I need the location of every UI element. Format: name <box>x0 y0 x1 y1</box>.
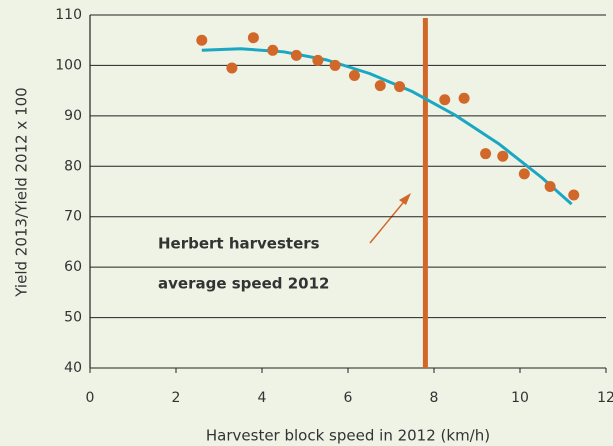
annotation: Herbert harvesters <box>158 235 320 253</box>
point <box>394 81 406 93</box>
x-axis-label: Harvester block speed in 2012 (km/h) <box>206 427 490 445</box>
point <box>439 94 451 106</box>
point <box>290 49 302 61</box>
x-tick-label: 0 <box>86 390 95 406</box>
point <box>329 59 341 71</box>
point <box>267 44 279 56</box>
y-tick-label: 100 <box>55 57 82 73</box>
x-tick-label: 4 <box>258 390 267 406</box>
point <box>568 189 580 201</box>
point <box>458 92 470 104</box>
point <box>348 70 360 82</box>
annotation: average speed 2012 <box>158 275 329 293</box>
trend-line <box>201 47 573 206</box>
point <box>518 168 530 180</box>
point <box>196 34 208 46</box>
arrow-head <box>399 193 411 205</box>
annotation-arrow <box>369 197 408 244</box>
point <box>247 32 259 44</box>
y-tick-label: 50 <box>64 310 82 326</box>
point <box>226 62 238 74</box>
point <box>497 150 509 162</box>
x-tick-label: 10 <box>511 390 529 406</box>
y-axis-label: Yield 2013/Yield 2012 x 100 <box>13 87 31 297</box>
point <box>480 148 492 160</box>
y-tick-label: 110 <box>55 7 82 23</box>
point <box>374 80 386 92</box>
point <box>312 54 324 66</box>
x-tick-label: 6 <box>344 390 353 406</box>
point <box>544 180 556 192</box>
x-tick-label: 12 <box>597 390 613 406</box>
y-tick-label: 80 <box>64 158 82 174</box>
x-tick-label: 8 <box>430 390 439 406</box>
y-tick-label: 40 <box>64 360 82 376</box>
y-tick-label: 70 <box>64 209 82 225</box>
x-tick-label: 2 <box>172 390 181 406</box>
y-tick-label: 90 <box>64 108 82 124</box>
y-tick-label: 60 <box>64 259 82 275</box>
